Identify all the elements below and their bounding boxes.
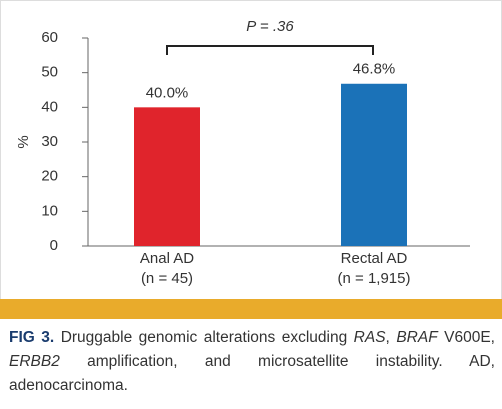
x-tick-note: (n = 1,915) (338, 270, 411, 287)
y-tick-label: 40 (41, 98, 58, 115)
y-axis-label: % (15, 135, 32, 148)
significance-bracket (166, 45, 374, 55)
caption-text: ERBB2 (9, 353, 60, 370)
value-label: 46.8% (353, 61, 396, 78)
bar (134, 107, 200, 246)
footer-bar (0, 299, 502, 319)
caption-text: BRAF (396, 329, 438, 346)
x-tick-note: (n = 45) (141, 270, 193, 287)
y-tick-label: 10 (41, 202, 58, 219)
caption-label: FIG 3. (9, 329, 55, 346)
caption-text: V600E, (437, 329, 495, 346)
y-tick-label: 0 (50, 237, 58, 254)
caption-text: , (385, 329, 397, 346)
caption-text: amplification, and microsatellite instab… (9, 353, 495, 394)
y-tick-label: 20 (41, 168, 58, 185)
x-tick-label: Anal AD (140, 250, 194, 267)
bar (341, 83, 407, 246)
annotation: P = .36 (246, 18, 294, 35)
y-tick-label: 50 (41, 64, 58, 81)
chart: % P = .36 0 10 20 30 40 50 60 40.0% Anal AD (n = … (0, 0, 502, 319)
caption-text: Druggable genomic alterations excluding (54, 329, 354, 346)
x-tick-label: Rectal AD (341, 250, 408, 267)
y-tick-label: 30 (41, 133, 58, 150)
caption: FIG 3. Druggable genomic alterations exc… (9, 326, 495, 398)
y-tick-label: 60 (41, 29, 58, 46)
value-label: 40.0% (146, 84, 189, 101)
chart-frame (0, 0, 502, 319)
caption-text: RAS (353, 329, 386, 346)
